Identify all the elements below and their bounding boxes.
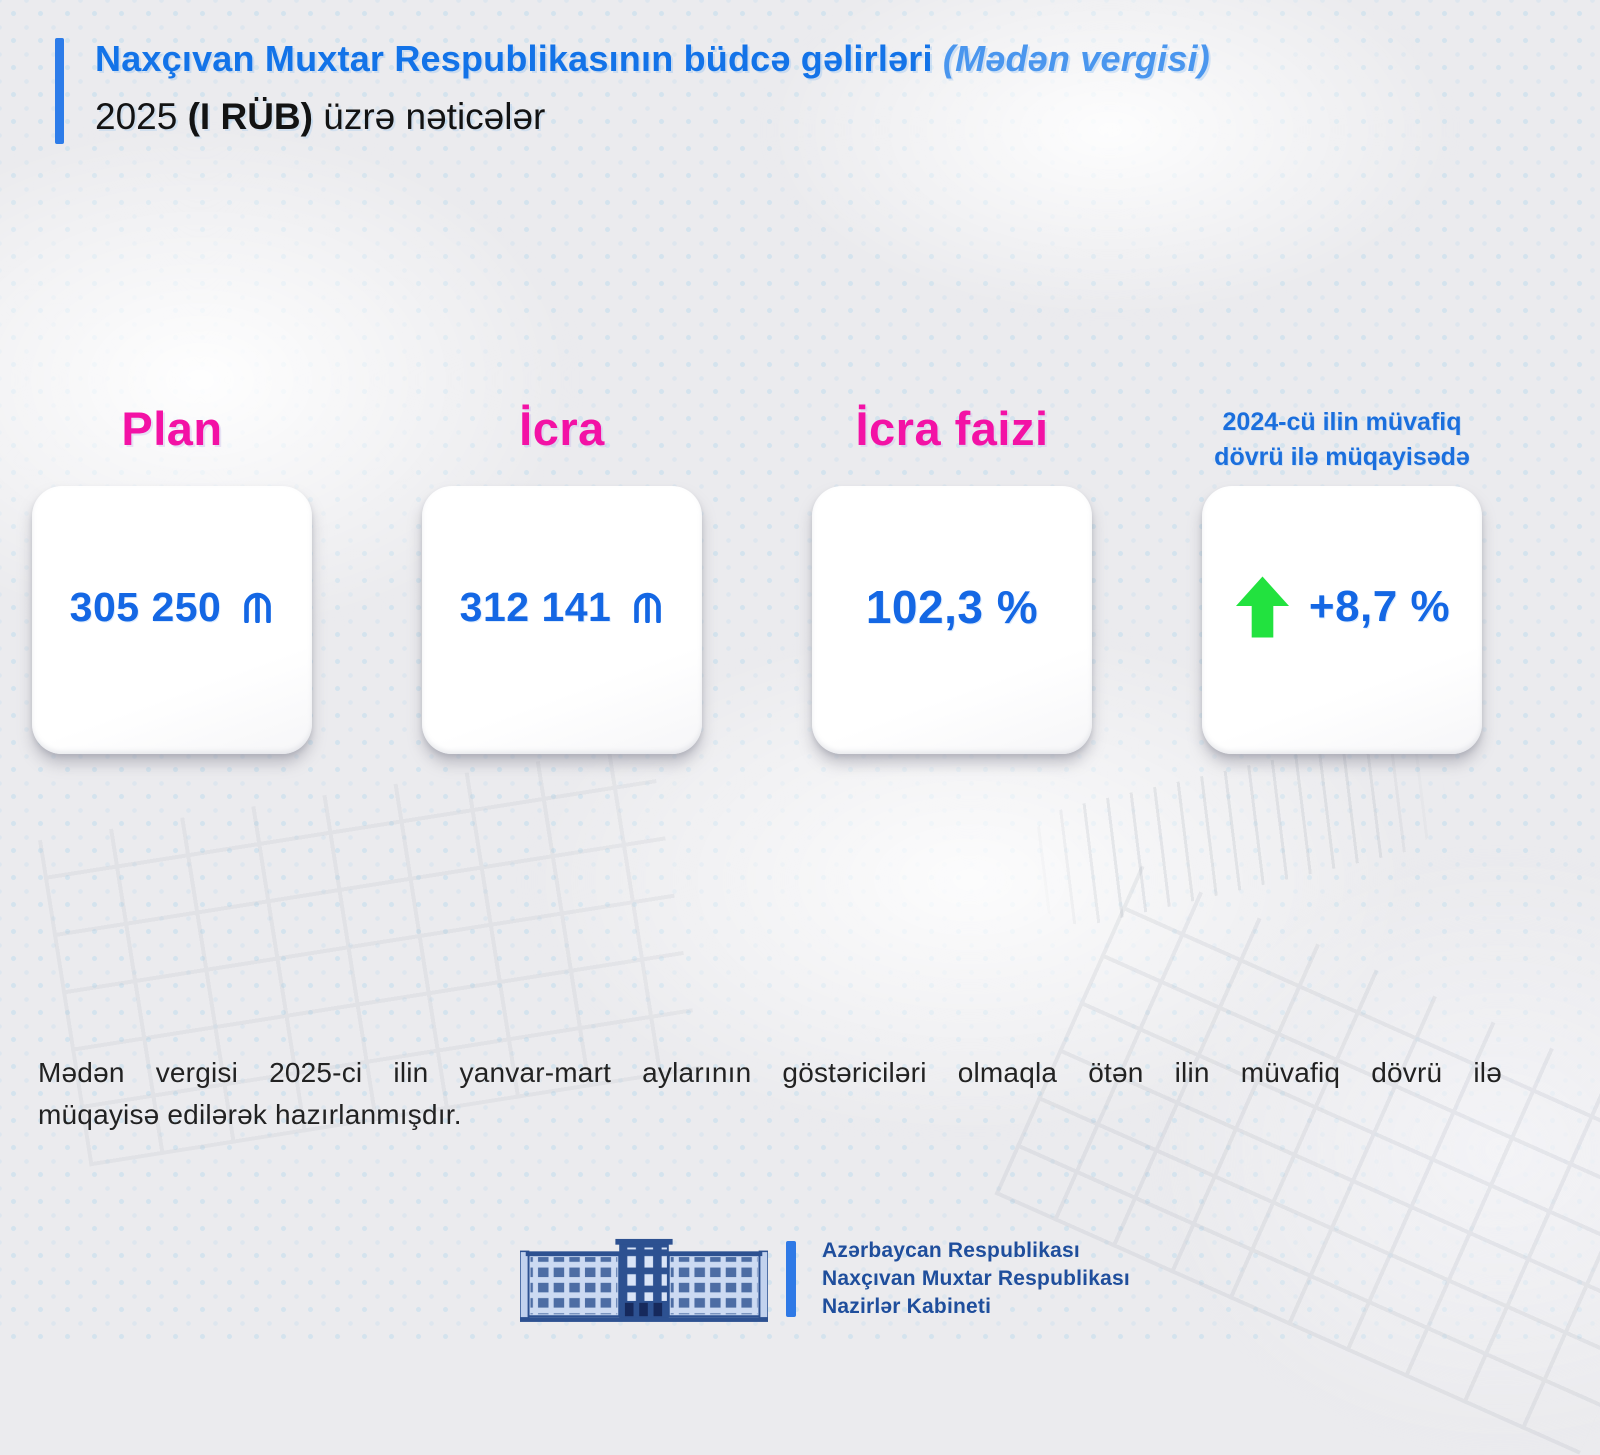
title-accent-bar: [55, 38, 64, 144]
icra-value-card: 312 141: [422, 486, 702, 754]
title-suffix: üzrə nəticələr: [323, 96, 546, 137]
metric-column-icra: İcra 312 141: [422, 348, 702, 754]
footnote: Mədən vergisi 2025-ci ilin yanvar-mart a…: [38, 1052, 1502, 1136]
footer: Azərbaycan Respublikası Naxçıvan Muxtar …: [520, 1232, 1130, 1326]
icra-header: İcra: [519, 402, 605, 455]
footnote-line-2: müqayisə edilərək hazırlanmışdır.: [38, 1099, 462, 1130]
icra-faizi-percent: 102,3 %: [865, 581, 1039, 633]
plan-value: 305 250: [70, 584, 275, 631]
plan-value-card: 305 250: [32, 486, 312, 754]
metric-column-icra-faizi: İcra faizi 102,3 %: [812, 348, 1092, 754]
yoy-change-percent: +8,7 %: [1308, 582, 1451, 631]
yoy-compare-value: +8,7 %: [1234, 575, 1450, 639]
icra-faizi-value-card: 102,3 %: [812, 486, 1092, 754]
plan-amount: 305 250: [69, 583, 222, 630]
footer-divider-bar: [786, 1241, 796, 1317]
manat-currency-icon: [244, 592, 272, 623]
title-line-2: 2025 (I RÜB) üzrə nəticələr: [95, 96, 1210, 138]
icra-amount: 312 141: [459, 583, 612, 630]
footnote-line-1: Mədən vergisi 2025-ci ilin yanvar-mart a…: [38, 1057, 1502, 1088]
footer-org-line-3: Nazirlər Kabineti: [822, 1294, 992, 1318]
page-title: Naxçıvan Muxtar Respublikasının büdcə gə…: [55, 38, 1210, 144]
title-line-1: Naxçıvan Muxtar Respublikasının büdcə gə…: [95, 38, 1210, 80]
footer-org-line-1: Azərbaycan Respublikası: [822, 1239, 1080, 1263]
metric-column-yoy-compare: 2024-cü ilin müvafiq dövrü ilə müqayisəd…: [1192, 348, 1492, 754]
title-year: 2025: [95, 96, 178, 137]
title-quarter: (I RÜB): [187, 96, 313, 137]
footer-org-line-2: Naxçıvan Muxtar Respublikası: [822, 1267, 1130, 1291]
manat-currency-icon: [634, 592, 662, 623]
metric-column-plan: Plan 305 250: [32, 348, 312, 754]
background-blob: [760, 0, 1460, 320]
title-main: Naxçıvan Muxtar Respublikasının büdcə gə…: [95, 38, 933, 79]
icra-value: 312 141: [460, 584, 665, 631]
icra-faizi-value: 102,3 %: [866, 580, 1038, 634]
yoy-compare-header: 2024-cü ilin müvafiq dövrü ilə müqayisəd…: [1214, 408, 1470, 471]
trend-up-arrow-icon: [1235, 576, 1289, 638]
government-building-icon: [520, 1238, 768, 1322]
yoy-compare-value-card: +8,7 %: [1202, 486, 1482, 754]
icra-faizi-header: İcra faizi: [855, 402, 1049, 455]
metrics-row: Plan 305 250 İcra 312 141 İcra fai: [0, 348, 1600, 768]
title-text: Naxçıvan Muxtar Respublikasının büdcə gə…: [95, 38, 1210, 144]
title-tax-type: (Mədən vergisi): [942, 38, 1210, 79]
footer-organization: Azərbaycan Respublikası Naxçıvan Muxtar …: [822, 1237, 1130, 1320]
plan-header: Plan: [121, 402, 223, 455]
